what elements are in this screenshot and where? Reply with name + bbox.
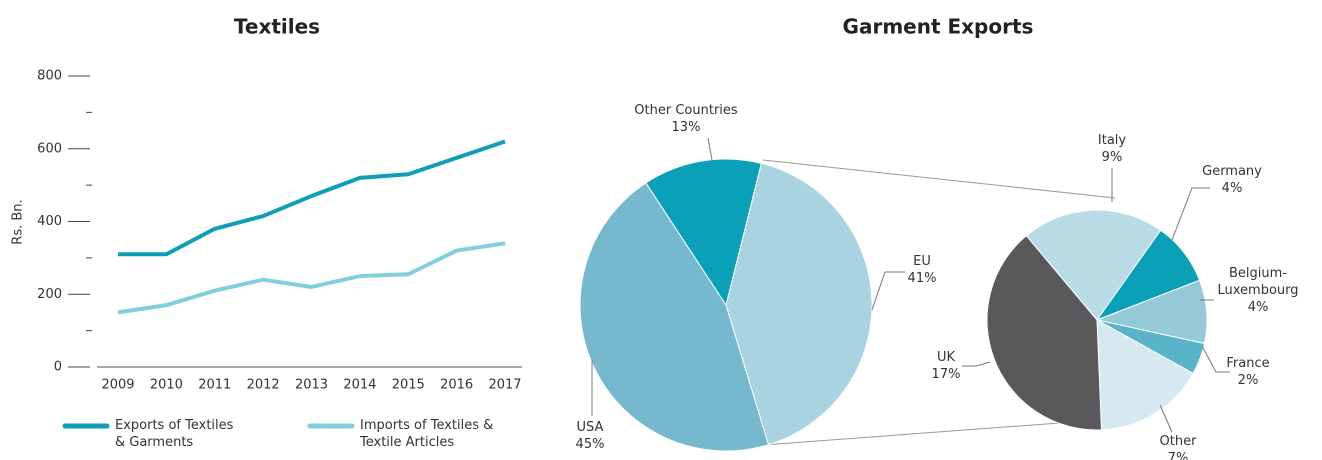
- pie-slice: [986, 235, 1102, 431]
- slice-label: Germany 4%: [1202, 163, 1262, 197]
- pie-slice: [725, 162, 873, 446]
- slice-label: EU 41%: [908, 253, 937, 287]
- slice-name: EU: [913, 254, 931, 269]
- pie-slice: [1096, 319, 1194, 431]
- x-tick-label: 2010: [150, 378, 183, 393]
- chart-title: Garment Exports: [843, 15, 1034, 39]
- x-tick-label: 2011: [198, 378, 231, 393]
- y-tick-label: 800: [37, 69, 62, 84]
- x-tick-label: 2017: [488, 378, 521, 393]
- x-tick-label: 2013: [295, 378, 328, 393]
- slice-value: 4%: [1221, 181, 1243, 196]
- y-tick-label: 0: [54, 360, 62, 375]
- slice-label: Other Countries 13%: [634, 102, 737, 136]
- slice-name: Germany: [1202, 164, 1262, 179]
- legend-label: Imports of Textiles & Textile Articles: [360, 418, 494, 450]
- slice-name: UK: [936, 350, 956, 365]
- x-tick-label: 2009: [101, 378, 134, 393]
- leader-line: [707, 137, 713, 161]
- leader-line: [1171, 187, 1210, 241]
- connector: [762, 159, 1116, 199]
- slice-label: USA 45%: [576, 419, 605, 453]
- line-series: [117, 241, 506, 315]
- legend-label: Exports of Textiles & Garments: [115, 418, 234, 450]
- slice-name: Other: [1159, 434, 1197, 449]
- slice-name: Belgium-Luxembourg: [1217, 266, 1299, 298]
- slice-label: France 2%: [1226, 355, 1269, 389]
- slice-label: Other 7%: [1160, 433, 1197, 460]
- x-tick-label: 2015: [392, 378, 425, 393]
- slice-value: 4%: [1247, 300, 1269, 315]
- slice-label: Italy 9%: [1098, 132, 1126, 166]
- y-tick-label: 600: [37, 141, 62, 156]
- y-tick-label: 200: [37, 287, 62, 302]
- chart-title: Textiles: [234, 15, 320, 39]
- leader-line: [1159, 404, 1173, 433]
- line-series: [118, 139, 506, 257]
- pie-slice: [1025, 209, 1162, 321]
- pie-slice: [645, 158, 762, 307]
- slice-label: UK 17%: [932, 349, 961, 383]
- slice-value: 45%: [575, 437, 605, 452]
- slice-value: 2%: [1237, 373, 1259, 388]
- leader-line: [871, 271, 905, 311]
- x-tick-label: 2016: [440, 378, 473, 393]
- leader-line: [962, 361, 991, 367]
- y-tick-label: 400: [37, 214, 62, 229]
- x-tick-label: 2014: [343, 378, 376, 393]
- slice-value: 41%: [907, 271, 937, 286]
- slice-name: USA: [576, 420, 604, 435]
- y-axis-label: Rs. Bn.: [11, 199, 26, 244]
- pie-slice: [579, 182, 770, 452]
- x-tick-label: 2012: [247, 378, 280, 393]
- slice-label: Belgium-Luxembourg 4%: [1213, 265, 1303, 316]
- slice-value: 7%: [1167, 451, 1189, 460]
- slice-value: 9%: [1101, 150, 1123, 165]
- slice-name: France: [1226, 356, 1270, 371]
- leader-line: [1201, 345, 1230, 373]
- slice-value: 13%: [671, 120, 701, 135]
- slice-name: Other Countries: [634, 103, 738, 118]
- slice-name: Italy: [1097, 133, 1127, 148]
- slice-value: 17%: [931, 367, 961, 382]
